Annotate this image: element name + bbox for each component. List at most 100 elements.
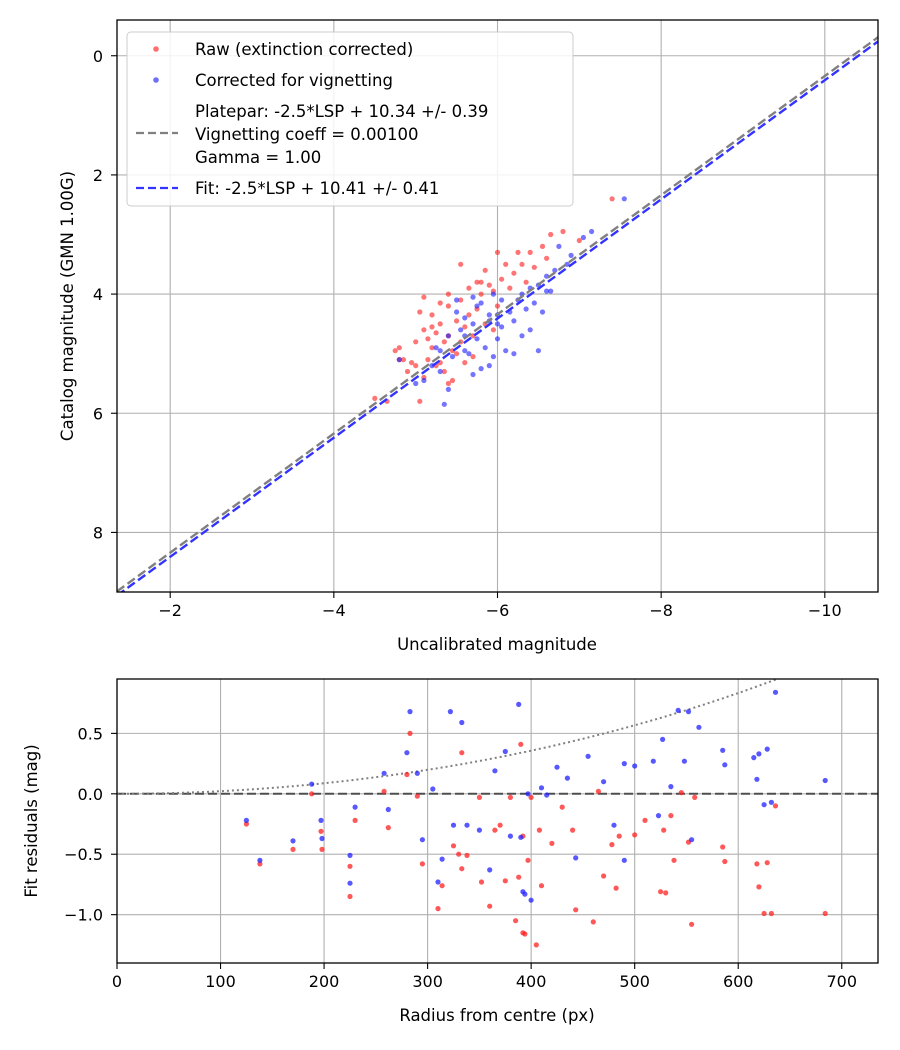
top-raw-point: [437, 300, 443, 306]
bottom-y-tick-label: −1.0: [64, 906, 103, 925]
bottom-raw-point: [476, 794, 482, 801]
bottom-corrected-point: [439, 856, 445, 862]
bottom-corrected-point: [487, 867, 493, 873]
top-raw-point: [490, 327, 496, 333]
top-corrected-point: [494, 321, 501, 327]
top-corrected-point: [449, 354, 456, 360]
bottom-corrected-point: [476, 827, 482, 833]
bottom-raw-point: [720, 844, 726, 850]
top-corrected-point: [486, 312, 492, 318]
bottom-corrected-point: [720, 747, 726, 753]
bottom-raw-point: [381, 788, 387, 795]
bottom-raw-point: [352, 817, 358, 824]
top-corrected-point: [478, 366, 484, 372]
legend-corrected-marker: [153, 77, 159, 83]
top-raw-point: [421, 327, 427, 333]
bottom-raw-point: [756, 884, 762, 890]
bottom-raw-point: [613, 885, 619, 891]
bottom-raw-point: [439, 883, 445, 889]
top-raw-point: [519, 261, 525, 267]
bottom-corrected-point: [689, 837, 695, 843]
bottom-y-axis-label: Fit residuals (mag): [22, 744, 41, 897]
bottom-raw-point: [536, 827, 543, 833]
bottom-raw-point: [459, 866, 465, 872]
top-axes-frame: [116, 19, 879, 593]
top-corrected-point: [466, 351, 472, 357]
top-corrected-point: [548, 288, 554, 294]
bottom-raw-point: [492, 827, 498, 833]
top-corrected-point: [437, 368, 443, 375]
bottom-corrected-point: [685, 709, 692, 715]
bottom-corrected-point: [768, 799, 775, 805]
bottom-raw-point: [309, 791, 315, 797]
bottom-x-axis-label: Radius from centre (px): [399, 1006, 594, 1025]
top-fit-lines: [117, 36, 878, 592]
top-x-tick-label: −4: [322, 601, 346, 620]
legend-platepar-line1: Platepar: -2.5*LSP + 10.34 +/- 0.39: [195, 102, 488, 121]
bottom-corrected-point: [554, 764, 560, 770]
bottom-corrected-point: [257, 857, 263, 863]
top-raw-point: [417, 309, 423, 315]
bottom-raw-point: [761, 910, 767, 917]
bottom-raw-point: [616, 833, 622, 839]
bottom-corrected-point: [518, 834, 524, 840]
bottom-corrected-point: [754, 776, 760, 782]
legend: Raw (extinction corrected) Corrected for…: [126, 31, 574, 207]
top-corrected-point: [556, 243, 562, 249]
top-corrected-point: [470, 321, 476, 327]
top-corrected-point: [396, 357, 402, 363]
bottom-raw-point: [516, 874, 522, 880]
top-raw-point: [478, 291, 484, 297]
bottom-raw-point: [595, 788, 602, 795]
bottom-raw-point: [464, 852, 470, 859]
bottom-raw-point: [590, 919, 596, 925]
top-corrected-point: [486, 363, 492, 369]
bottom-raw-point: [347, 863, 353, 869]
legend-corrected-label: Corrected for vignetting: [195, 71, 393, 90]
bottom-scatter-points: [243, 689, 828, 948]
bottom-corrected-point: [722, 762, 728, 768]
top-corrected-point: [482, 345, 488, 351]
bottom-corrected-point: [516, 701, 522, 708]
bottom-corrected-point: [450, 822, 457, 828]
bottom-corrected-point: [681, 758, 688, 764]
vignetting-model-curve: [117, 679, 781, 795]
top-corrected-point: [462, 348, 468, 354]
top-y-tick-label: 6: [93, 404, 103, 423]
top-corrected-point: [413, 380, 419, 387]
bottom-corrected-point: [822, 777, 828, 784]
top-raw-point: [523, 279, 529, 285]
bottom-raw-point: [318, 828, 324, 834]
bottom-corrected-point: [621, 761, 627, 767]
top-corrected-point: [470, 294, 476, 300]
top-raw-point: [396, 345, 402, 351]
bottom-corrected-point: [414, 770, 420, 776]
top-corrected-point: [454, 297, 460, 303]
bottom-corrected-point: [632, 763, 638, 769]
bottom-raw-point: [522, 931, 528, 937]
bottom-corrected-point: [492, 768, 498, 774]
bottom-raw-point: [507, 794, 513, 801]
top-raw-point: [486, 282, 492, 288]
bottom-corrected-point: [751, 755, 757, 761]
top-raw-point: [609, 196, 615, 202]
bottom-corrected-point: [243, 817, 249, 824]
bottom-raw-point: [661, 827, 667, 833]
top-corrected-point: [454, 309, 460, 315]
top-raw-point: [433, 330, 439, 336]
top-x-tick-label: −10: [808, 601, 842, 620]
bottom-raw-point: [525, 857, 531, 863]
bottom-raw-point: [609, 842, 615, 848]
bottom-corrected-point: [385, 806, 391, 813]
top-corrected-point: [544, 288, 550, 294]
top-raw-point: [413, 363, 419, 369]
top-corrected-point: [527, 327, 533, 333]
top-corrected-point: [589, 228, 595, 235]
top-y-axis-label: Catalog magnitude (GMN 1.00G): [58, 171, 77, 441]
top-raw-point: [429, 345, 435, 351]
bottom-raw-point: [671, 857, 677, 863]
top-raw-point: [494, 249, 501, 255]
top-corrected-point: [494, 336, 501, 342]
bottom-raw-point: [772, 803, 779, 809]
